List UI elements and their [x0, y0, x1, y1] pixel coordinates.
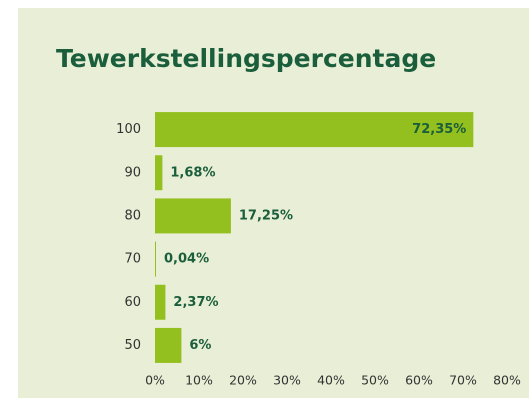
bar: [155, 241, 156, 277]
y-tick-label: 50: [124, 338, 141, 353]
y-tick-label: 90: [124, 165, 141, 180]
bar: [155, 112, 474, 148]
x-tick-label: 30%: [273, 373, 301, 388]
value-label: 6%: [189, 338, 211, 353]
y-tick-label: 60: [124, 295, 141, 310]
chart-title: Tewerkstellingspercentage: [56, 44, 436, 73]
value-label: 72,35%: [412, 122, 466, 137]
bar: [155, 155, 163, 191]
value-label: 2,37%: [173, 295, 218, 310]
value-label: 1,68%: [170, 165, 215, 180]
y-tick-label: 100: [116, 122, 141, 137]
x-tick-label: 50%: [361, 373, 389, 388]
y-tick-label: 70: [124, 252, 141, 267]
bar: [155, 284, 166, 320]
panel: [18, 8, 529, 398]
value-label: 0,04%: [164, 252, 209, 267]
y-tick-label: 80: [124, 208, 141, 223]
x-tick-label: 40%: [317, 373, 345, 388]
x-tick-label: 0%: [145, 373, 165, 388]
value-label: 17,25%: [239, 208, 293, 223]
x-tick-label: 60%: [405, 373, 433, 388]
bar: [155, 327, 182, 363]
bar: [155, 198, 231, 234]
x-tick-label: 10%: [185, 373, 213, 388]
x-tick-label: 80%: [493, 373, 521, 388]
x-tick-label: 70%: [449, 373, 477, 388]
x-tick-label: 20%: [229, 373, 257, 388]
